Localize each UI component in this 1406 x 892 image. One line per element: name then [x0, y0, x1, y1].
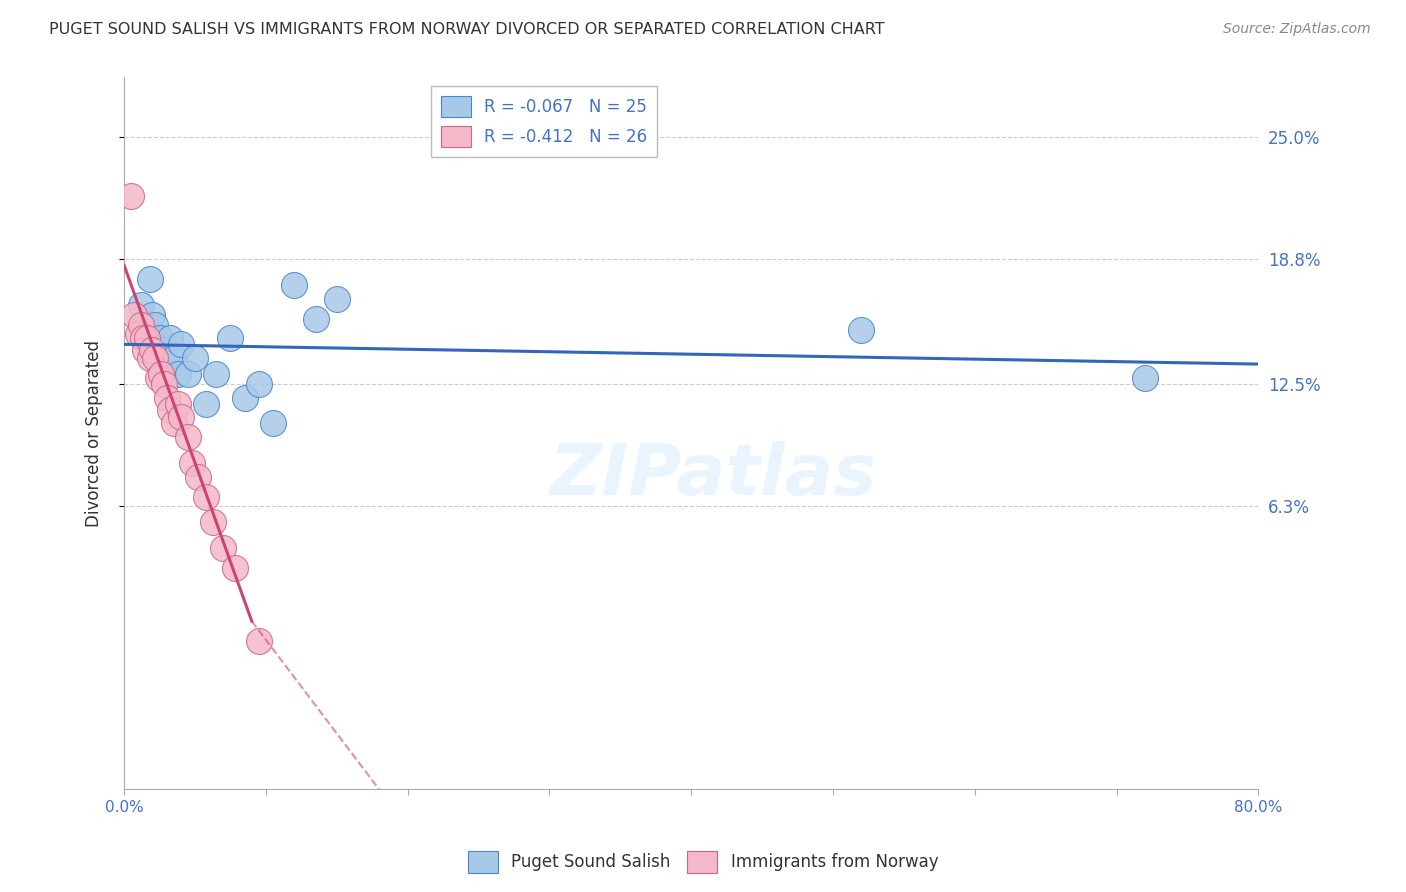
Point: [122, 308, 145, 322]
Point: [146, 371, 169, 385]
Point: [195, 397, 218, 411]
Point: [129, 318, 152, 332]
Point: [141, 308, 163, 322]
Point: [170, 410, 193, 425]
Point: [170, 337, 193, 351]
Point: [159, 402, 181, 417]
Point: [167, 367, 190, 381]
Point: [143, 318, 166, 332]
Point: [202, 515, 225, 529]
Point: [219, 331, 242, 345]
Point: [129, 298, 152, 312]
Point: [195, 490, 218, 504]
Point: [187, 470, 209, 484]
Point: [127, 327, 149, 342]
Point: [143, 351, 166, 366]
Point: [141, 343, 163, 358]
Point: [304, 311, 326, 326]
Point: [156, 391, 179, 405]
Point: [205, 367, 228, 381]
Text: PUGET SOUND SALISH VS IMMIGRANTS FROM NORWAY DIVORCED OR SEPARATED CORRELATION C: PUGET SOUND SALISH VS IMMIGRANTS FROM NO…: [49, 22, 884, 37]
Point: [138, 272, 160, 286]
Point: [184, 351, 207, 366]
Point: [138, 351, 160, 366]
Point: [148, 331, 170, 345]
Point: [283, 278, 305, 293]
Point: [247, 633, 270, 648]
Point: [224, 560, 246, 574]
Point: [156, 351, 179, 366]
Point: [131, 331, 153, 345]
Point: [135, 331, 157, 345]
Point: [134, 318, 156, 332]
Point: [153, 343, 176, 358]
Point: [163, 351, 186, 366]
Text: Source: ZipAtlas.com: Source: ZipAtlas.com: [1223, 22, 1371, 37]
Point: [181, 456, 204, 470]
Y-axis label: Divorced or Separated: Divorced or Separated: [86, 340, 103, 527]
Point: [233, 391, 256, 405]
Point: [326, 292, 349, 306]
Legend: Puget Sound Salish, Immigrants from Norway: Puget Sound Salish, Immigrants from Norw…: [461, 845, 945, 880]
Point: [262, 417, 284, 431]
Point: [1133, 371, 1156, 385]
Point: [247, 376, 270, 391]
Point: [159, 331, 181, 345]
Point: [167, 397, 190, 411]
Point: [851, 324, 873, 338]
Point: [120, 189, 142, 203]
Point: [153, 376, 176, 391]
Point: [212, 541, 235, 555]
Point: [177, 430, 200, 444]
Legend: R = -0.067   N = 25, R = -0.412   N = 26: R = -0.067 N = 25, R = -0.412 N = 26: [430, 86, 657, 157]
Text: ZIPatlas: ZIPatlas: [550, 442, 877, 510]
Point: [150, 367, 173, 381]
Point: [177, 367, 200, 381]
Point: [163, 417, 186, 431]
Point: [134, 343, 156, 358]
